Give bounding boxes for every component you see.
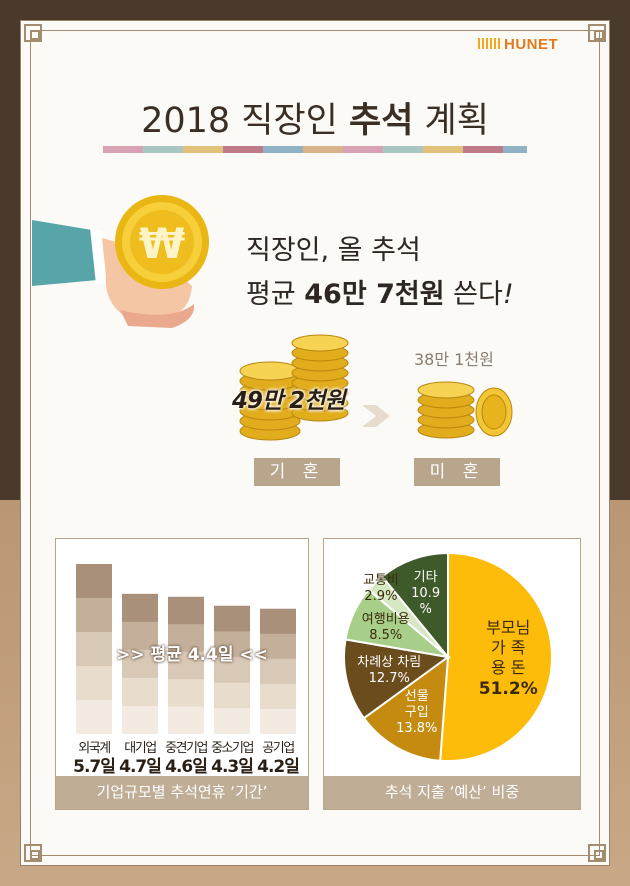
pie-slice-0 (439, 551, 553, 762)
bar-category-label: 중소기업 (211, 741, 254, 756)
bar-0-band (76, 632, 112, 667)
bar-category-label: 중견기업 (165, 741, 208, 756)
single-amount: 38만 1천원 (414, 350, 494, 369)
poster-inner-border (30, 30, 600, 856)
bar-4-band (260, 608, 296, 635)
pie-chart (343, 551, 553, 762)
pie-label: 선물 구입 13.8% (396, 689, 438, 737)
hunet-logo: HUNET (478, 36, 558, 53)
bar-4-band (260, 658, 296, 685)
pie-label: 차례상 차림 12.7% (357, 654, 422, 686)
pie-label: 교통비 2.9% (362, 572, 399, 604)
bar-1-band (122, 621, 158, 651)
bar-2-band (168, 706, 204, 734)
pie-slice-5 (380, 551, 449, 660)
married-label: 기 혼 (254, 458, 340, 486)
bar-0-band (76, 564, 112, 599)
headline-line1: 직장인, 올 추석 (246, 235, 421, 266)
bar-4-band (260, 633, 296, 660)
average-label: >> 평균 4.4일 << (116, 645, 268, 665)
pie-slice-2 (343, 638, 451, 720)
single-label: 미 혼 (414, 458, 500, 486)
corner-ornament-bl (24, 844, 42, 862)
headline-suffix: 쓴다 (444, 279, 503, 310)
bar-1-band (122, 649, 158, 679)
married-amount: 49만 2천원 (232, 388, 345, 414)
pie-chart-title: 추석 지출 ‘예산’ 비중 (324, 776, 580, 809)
bar-3-band (214, 605, 250, 632)
headline-prefix: 평균 (246, 279, 305, 310)
svg-text:₩: ₩ (139, 219, 185, 268)
bar-4-band (260, 708, 296, 734)
bar-category-label: 공기업 (262, 741, 295, 756)
bar-2-band (168, 651, 204, 680)
bar-3-band (214, 682, 250, 709)
bar-2-band (168, 596, 204, 625)
bar-category-label: 외국계 (78, 741, 111, 756)
logo-bars-icon (478, 38, 500, 49)
bar-value-label: 4.7일 (119, 757, 162, 777)
pie-slice-1 (362, 654, 450, 762)
single-coins-icon (417, 381, 513, 439)
pie-label: 여행비용 8.5% (361, 611, 410, 643)
bar-1-band (122, 677, 158, 707)
decorative-stripe (103, 146, 527, 153)
page-title: 2018 직장인 추석 계획 (0, 92, 630, 143)
bar-1-band (122, 705, 158, 734)
bar-3-band (214, 657, 250, 684)
pie-label: 기타 10.9% (411, 570, 441, 618)
bar-2-band (168, 679, 204, 708)
bar-3-band (214, 708, 250, 734)
bar-0-band (76, 598, 112, 633)
bar-chart-title: 기업규모별 추석연휴 ‘기간’ (56, 776, 308, 809)
title-suffix: 계획 (413, 101, 489, 141)
logo-text: HUNET (504, 36, 559, 53)
bar-4-band (260, 683, 296, 710)
title-bold: 추석 (349, 101, 414, 141)
bar-category-label: 대기업 (124, 741, 157, 756)
bar-1-band (122, 593, 158, 623)
title-prefix: 2018 직장인 (141, 101, 349, 141)
bar-value-label: 4.6일 (165, 757, 208, 777)
bar-2-band (168, 624, 204, 653)
bar-value-label: 5.7일 (73, 757, 116, 777)
headline-exclaim: ! (502, 279, 514, 310)
bar-0-band (76, 700, 112, 734)
arrow-right-icon (362, 405, 390, 427)
hand-with-coin-icon: ₩ (32, 195, 209, 328)
headline-amount: 46만 7천원 (304, 279, 445, 310)
headline-line2: 평균 46만 7천원 쓴다! (246, 272, 514, 311)
bar-value-label: 4.2일 (257, 757, 300, 777)
bar-chart (76, 564, 296, 734)
bar-3-band (214, 631, 250, 658)
married-coins-icon (239, 334, 349, 441)
corner-ornament-br (588, 844, 606, 862)
corner-ornament-tr (588, 24, 606, 42)
bar-0-band (76, 666, 112, 701)
bar-value-label: 4.3일 (211, 757, 254, 777)
corner-ornament-tl (24, 24, 42, 42)
